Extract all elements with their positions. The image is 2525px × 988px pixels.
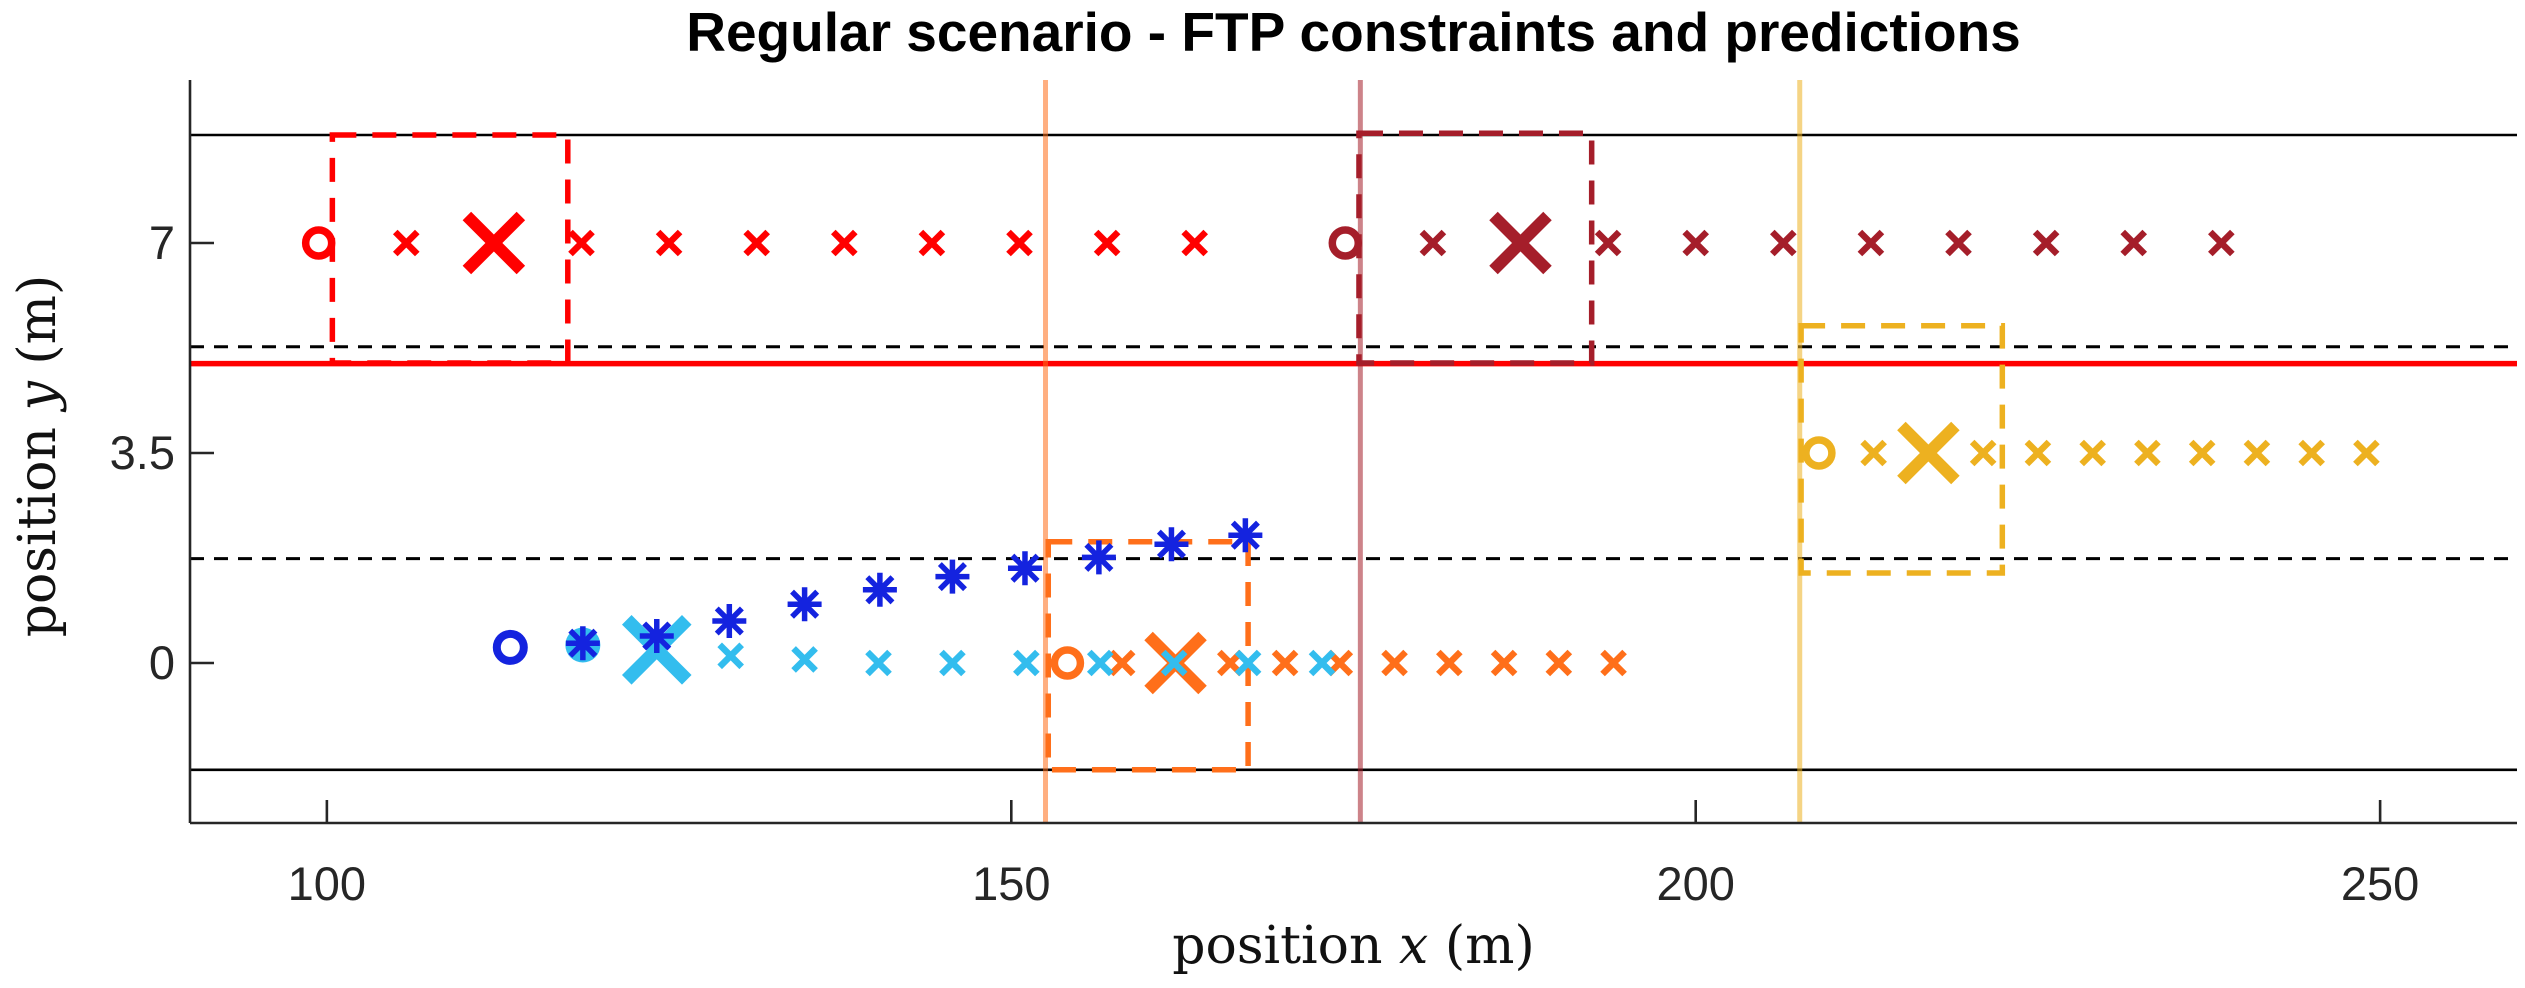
x-tick-label: 150: [972, 857, 1050, 910]
y-tick-label: 7: [149, 216, 175, 269]
prediction-marker-vehicle-yellow: [2024, 439, 2052, 467]
prediction-marker-vehicle-red: [655, 229, 683, 257]
prediction-marker-vehicle-yellow: [2353, 439, 2380, 467]
constraint-box-vehicle-orange: [1045, 539, 1251, 773]
target-position-marker-vehicle-dark-red: [1489, 211, 1552, 275]
prediction-marker-ego-prediction-cyan: [1086, 649, 1114, 677]
prediction-marker-vehicle-red: [1181, 229, 1209, 257]
prediction-marker-ego-prediction-cyan: [939, 649, 966, 677]
prediction-marker-vehicle-orange: [1600, 649, 1627, 677]
prediction-marker-vehicle-red: [1006, 229, 1033, 257]
prediction-marker-vehicle-yellow: [2134, 439, 2161, 467]
prediction-marker-vehicle-dark-red: [1770, 229, 1797, 257]
x-axis-label: position x (m): [1172, 916, 1535, 976]
prediction-marker-ego-prediction-cyan: [791, 646, 818, 673]
y-axis-label: position y (m): [8, 274, 68, 638]
current-position-marker-vehicle-red: [301, 226, 336, 260]
prediction-marker-vehicle-dark-red: [1594, 229, 1622, 257]
prediction-marker-ego-prediction-cyan: [1013, 649, 1040, 677]
ego-trajectory-asterisk: [565, 626, 600, 661]
x-tick-label: 100: [288, 857, 366, 910]
constraint-box-vehicle-yellow: [1798, 323, 2006, 576]
prediction-marker-vehicle-red: [568, 229, 595, 257]
constraint-box-vehicle-red: [329, 132, 571, 366]
current-position-marker-vehicle-dark-red: [1328, 226, 1363, 260]
prediction-marker-ego-prediction-cyan: [865, 649, 892, 677]
prediction-marker-vehicle-orange: [1436, 649, 1463, 677]
prediction-marker-vehicle-red: [1093, 229, 1121, 257]
chart-title: Regular scenario - FTP constraints and p…: [686, 1, 2021, 63]
x-tick-label: 200: [1656, 857, 1734, 910]
prediction-marker-vehicle-dark-red: [1857, 229, 1885, 257]
ego-trajectory-asterisk: [862, 572, 897, 607]
prediction-marker-vehicle-orange: [1271, 649, 1299, 677]
ego-trajectory-asterisk: [787, 587, 822, 622]
prediction-marker-vehicle-dark-red: [2032, 229, 2060, 257]
prediction-marker-ego-prediction-cyan: [1308, 649, 1336, 677]
y-tick-label: 3.5: [110, 426, 175, 479]
prediction-marker-vehicle-red: [743, 229, 770, 257]
y-tick-label: 0: [149, 636, 175, 689]
prediction-marker-vehicle-red: [830, 229, 858, 257]
prediction-marker-vehicle-yellow: [2188, 439, 2216, 467]
prediction-marker-vehicle-orange: [1381, 649, 1408, 677]
ego-trajectory-asterisk: [639, 619, 674, 653]
target-position-marker-vehicle-red: [462, 211, 526, 275]
ego-trajectory-asterisk: [1154, 527, 1189, 562]
prediction-marker-vehicle-dark-red: [1945, 229, 1972, 257]
prediction-marker-vehicle-yellow: [1969, 439, 1997, 467]
current-position-marker-vehicle-orange: [1050, 646, 1085, 680]
ego-start-circle: [492, 629, 528, 665]
prediction-marker-vehicle-dark-red: [1682, 229, 1710, 257]
constraint-box-vehicle-dark-red: [1356, 130, 1595, 366]
ego-trajectory-asterisk: [935, 559, 970, 594]
prediction-marker-vehicle-yellow: [2243, 439, 2271, 467]
ego-trajectory-asterisk: [1228, 518, 1263, 553]
target-position-marker-vehicle-yellow: [1897, 421, 1960, 485]
prediction-marker-vehicle-yellow: [2079, 439, 2106, 467]
prediction-marker-vehicle-orange: [1108, 649, 1136, 677]
prediction-marker-ego-prediction-cyan: [717, 642, 744, 670]
current-position-marker-vehicle-yellow: [1802, 436, 1836, 470]
prediction-marker-vehicle-red: [918, 229, 946, 257]
prediction-marker-vehicle-red: [392, 229, 420, 257]
prediction-marker-vehicle-dark-red: [1419, 229, 1447, 257]
ego-trajectory-asterisk: [1007, 551, 1042, 586]
prediction-marker-ego-prediction-cyan: [1160, 649, 1188, 677]
prediction-marker-vehicle-yellow: [1860, 439, 1887, 467]
x-tick-label: 250: [2341, 857, 2419, 910]
prediction-marker-vehicle-dark-red: [2208, 229, 2235, 257]
ego-trajectory-asterisk: [712, 604, 747, 638]
ego-trajectory-asterisk: [1081, 540, 1116, 575]
prediction-marker-ego-prediction-cyan: [1234, 649, 1262, 677]
prediction-marker-vehicle-orange: [1490, 649, 1518, 677]
prediction-marker-vehicle-orange: [1545, 649, 1573, 677]
prediction-marker-vehicle-dark-red: [2120, 229, 2148, 257]
prediction-marker-vehicle-yellow: [2298, 439, 2325, 467]
